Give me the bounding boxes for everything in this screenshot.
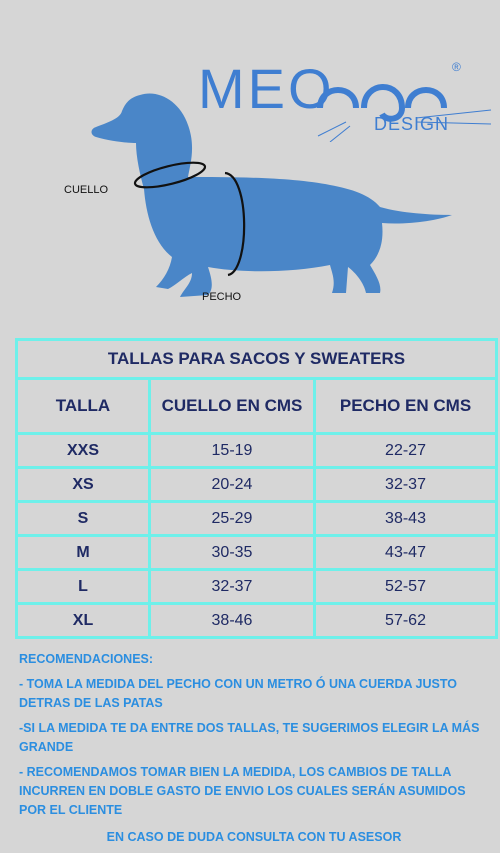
size-cell: XXS [15,432,151,469]
dog-measurement-illustration [91,93,452,297]
size-cell: S [15,500,151,537]
size-cell: XS [15,466,151,503]
table-row: XXS 15-19 22-27 [15,432,499,469]
size-cell: M [15,534,151,571]
logo-wordmark: MEO [198,57,335,120]
dachshund-silhouette [91,93,452,297]
chest-measure-line [224,171,246,277]
chest-cell: 32-37 [312,466,499,503]
table-header-row: TALLA CUELLO EN CMS PECHO EN CMS [15,377,499,435]
size-cell: XL [15,602,151,639]
size-cell: L [15,568,151,605]
logo-subtitle: DESIGN [374,114,450,134]
neck-cell: 20-24 [148,466,316,503]
table-row: M 30-35 43-47 [15,534,499,571]
neck-cell: 25-29 [148,500,316,537]
cat-face-logo-icon [317,84,492,142]
size-table: TALLAS PARA SACOS Y SWEATERS TALLA CUELL… [14,338,499,639]
neck-cell: 38-46 [148,602,316,639]
recommendation-item: - TOMA LA MEDIDA DEL PECHO CON UN METRO … [19,677,457,710]
recommendations-heading: RECOMENDACIONES: [19,652,154,666]
recommendation-item: - RECOMENDAMOS TOMAR BIEN LA MEDIDA, LOS… [19,765,466,817]
table-title: TALLAS PARA SACOS Y SWEATERS [14,338,499,380]
chest-cell: 57-62 [312,602,499,639]
header-talla: TALLA [15,377,151,435]
table-row: S 25-29 38-43 [15,500,499,537]
chest-cell: 43-47 [312,534,499,571]
chest-cell: 52-57 [312,568,499,605]
neck-cell: 30-35 [148,534,316,571]
registered-mark: ® [452,60,461,74]
chest-cell: 22-27 [312,432,499,469]
neck-cell: 32-37 [148,568,316,605]
neck-label: CUELLO [64,184,109,196]
table-row: XL 38-46 57-62 [15,602,499,639]
brand-logo: MEO ® DESIGN [198,58,498,148]
chest-label: PECHO [202,291,242,303]
recommendations: RECOMENDACIONES: - TOMA LA MEDIDA DEL PE… [19,650,489,853]
chest-cell: 38-43 [312,500,499,537]
header-cuello: CUELLO EN CMS [148,377,316,435]
recommendation-item: -SI LA MEDIDA TE DA ENTRE DOS TALLAS, TE… [19,721,480,754]
header-pecho: PECHO EN CMS [312,377,499,435]
table-row: XS 20-24 32-37 [15,466,499,503]
neck-measure-ring [133,161,207,189]
recommendations-footer: EN CASO DE DUDA CONSULTA CON TU ASESOR [106,830,402,844]
table-row: L 32-37 52-57 [15,568,499,605]
neck-cell: 15-19 [148,432,316,469]
